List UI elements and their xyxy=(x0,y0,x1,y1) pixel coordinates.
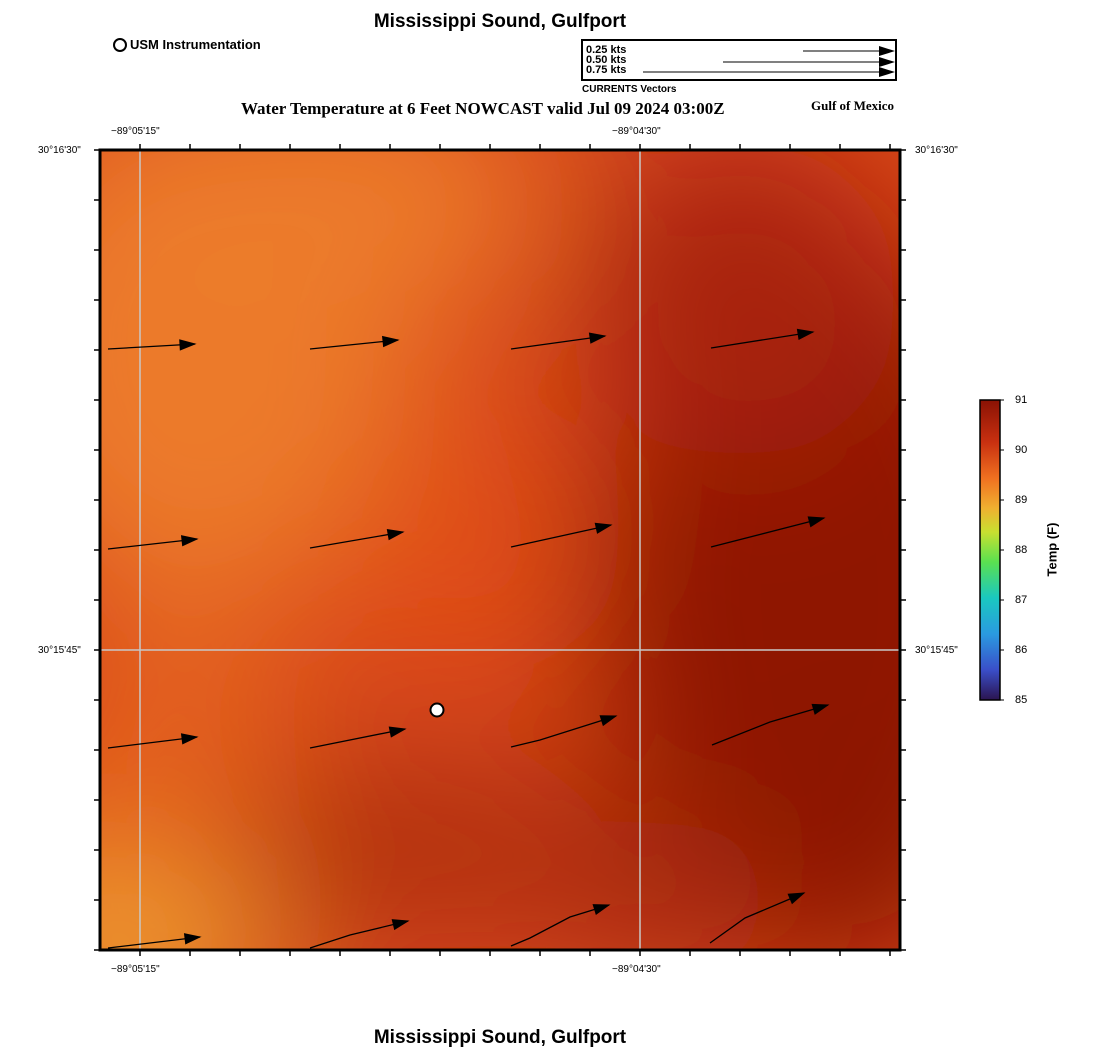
current-vector-head-icon xyxy=(594,522,613,534)
map-footer-title: Mississippi Sound, Gulfport xyxy=(373,1027,627,1048)
current-vector-shaft xyxy=(510,524,612,548)
usm-station-marker[interactable] xyxy=(429,702,445,718)
vector-legend-entry-075: 0.75 kts xyxy=(586,64,627,76)
temperature-field xyxy=(100,150,900,950)
current-vector-head-icon xyxy=(588,332,607,344)
region-label: Gulf of Mexico xyxy=(811,98,895,113)
lat-tick-right-2: 30°15'45" xyxy=(915,645,958,656)
current-vector-head-icon xyxy=(811,703,830,715)
current-vector-shaft xyxy=(309,531,404,549)
current-vector-head-icon xyxy=(180,733,199,745)
vector-legend-title: CURRENTS Vectors xyxy=(582,84,677,95)
colorbar xyxy=(979,399,1004,701)
instrument-legend: USM Instrumentation xyxy=(113,37,261,52)
lon-tick-top-2: −89°04'30" xyxy=(612,126,661,137)
lon-tick-bottom-2: −89°04'30" xyxy=(612,964,661,975)
current-vectors xyxy=(107,328,830,949)
current-vector-head-icon xyxy=(179,339,197,351)
current-vector-shaft xyxy=(710,331,814,349)
temperature-map xyxy=(94,144,906,956)
lat-tick-right-1: 30°16'30" xyxy=(915,145,958,156)
current-vector-head-icon xyxy=(391,919,410,931)
lon-tick-bottom-1: −89°05'15" xyxy=(111,964,160,975)
current-vector-shaft xyxy=(711,704,829,746)
map-ticks xyxy=(94,144,906,956)
current-vector-head-icon xyxy=(796,328,815,341)
colorbar-tick-91: 91 xyxy=(1015,394,1028,406)
current-vector-head-icon xyxy=(183,933,202,945)
current-vector-shaft xyxy=(710,517,825,548)
instrument-marker-icon xyxy=(113,37,127,52)
colorbar-tick-89: 89 xyxy=(1015,494,1028,506)
current-vector-shaft xyxy=(309,728,406,749)
map-title: Mississippi Sound, Gulfport xyxy=(373,11,627,32)
colorbar-tick-86: 86 xyxy=(1015,644,1028,656)
graticule xyxy=(100,150,900,950)
lat-tick-left-2: 30°15'45" xyxy=(38,645,81,656)
current-vector-head-icon xyxy=(592,904,611,916)
current-vector-head-icon xyxy=(599,715,618,727)
current-vector-head-icon xyxy=(180,535,199,547)
current-vector-shaft xyxy=(510,904,610,947)
vector-legend-box: 0.25 kts 0.50 kts 0.75 kts xyxy=(581,39,897,81)
lon-tick-top-1: −89°05'15" xyxy=(111,126,160,137)
vector-legend-arrows xyxy=(643,46,895,77)
current-vector-shaft xyxy=(510,715,617,748)
current-vector-head-icon xyxy=(787,892,806,905)
colorbar-tick-85: 85 xyxy=(1015,694,1028,706)
current-vector-head-icon xyxy=(386,529,405,541)
colorbar-tick-88: 88 xyxy=(1015,544,1028,556)
instrument-legend-label: USM Instrumentation xyxy=(130,37,261,52)
colorbar-tick-87: 87 xyxy=(1015,594,1028,606)
vector-legend-entry-050: 0.50 kts xyxy=(586,54,627,66)
colorbar-label: Temp (F) xyxy=(1044,522,1060,577)
current-vector-head-icon xyxy=(807,516,826,528)
lat-tick-left-1: 30°16'30" xyxy=(38,145,81,156)
current-vector-shaft xyxy=(510,335,606,350)
colorbar-tick-90: 90 xyxy=(1015,444,1028,456)
map-subtitle: Water Temperature at 6 Feet NOWCAST vali… xyxy=(241,99,725,118)
current-vector-head-icon xyxy=(382,335,400,348)
current-vector-shaft xyxy=(309,920,409,949)
current-vector-shaft xyxy=(709,892,805,944)
vector-legend-entry-025: 0.25 kts xyxy=(586,44,627,56)
current-vector-head-icon xyxy=(388,726,407,738)
